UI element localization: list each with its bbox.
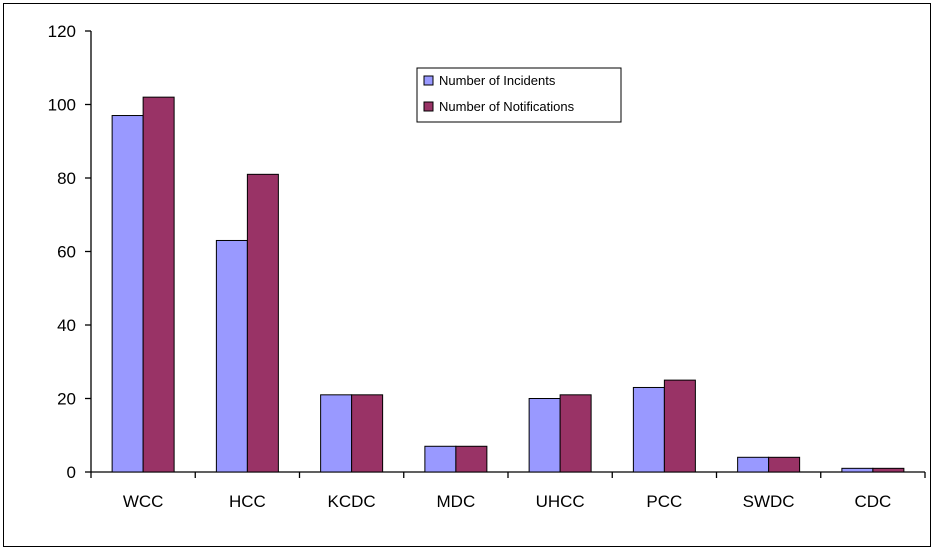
y-tick-label: 20 — [57, 390, 76, 409]
bar-notifications-swdc — [768, 456, 801, 473]
x-tick-label: MDC — [437, 492, 476, 511]
y-tick-label: 120 — [48, 22, 76, 41]
x-axis: WCC HCC KCDC MDC UHCC PCC SWDC CDC — [90, 471, 926, 511]
x-tick-label: WCC — [123, 492, 164, 511]
legend: Number of Incidents Number of Notificatio… — [416, 67, 622, 123]
x-tick-label: KCDC — [328, 492, 376, 511]
bar-incidents-cdc — [841, 467, 874, 473]
x-tick-label: HCC — [229, 492, 266, 511]
bars — [111, 96, 905, 473]
bar-notifications-mdc — [455, 445, 488, 473]
y-tick-label: 40 — [57, 316, 76, 335]
bar-incidents-wcc — [111, 115, 144, 473]
y-tick-label: 80 — [57, 169, 76, 188]
bar-incidents-hcc — [215, 239, 248, 473]
y-axis: 0 20 40 60 80 100 120 — [48, 22, 92, 482]
bar-notifications-uhcc — [559, 394, 592, 473]
legend-label: Number of Incidents — [439, 73, 556, 88]
bar-incidents-uhcc — [528, 398, 561, 473]
y-tick-label: 0 — [67, 463, 76, 482]
legend-box — [416, 67, 622, 123]
bar-notifications-hcc — [246, 173, 279, 473]
y-tick-label: 60 — [57, 243, 76, 262]
bar-notifications-kcdc — [351, 394, 384, 473]
legend-swatch — [423, 75, 434, 86]
x-tick-label: PCC — [646, 492, 682, 511]
bar-notifications-cdc — [872, 467, 905, 473]
x-tick-label: UHCC — [536, 492, 585, 511]
legend-label: Number of Notifications — [439, 99, 575, 114]
bar-incidents-pcc — [632, 386, 665, 473]
bar-notifications-pcc — [663, 379, 696, 473]
bar-incidents-kcdc — [320, 394, 353, 473]
bar-incidents-swdc — [737, 456, 770, 473]
x-tick-label: CDC — [854, 492, 891, 511]
bar-notifications-wcc — [142, 96, 175, 473]
legend-swatch — [423, 101, 434, 112]
x-tick-label: SWDC — [743, 492, 795, 511]
y-tick-label: 100 — [48, 96, 76, 115]
bar-incidents-mdc — [424, 445, 457, 473]
